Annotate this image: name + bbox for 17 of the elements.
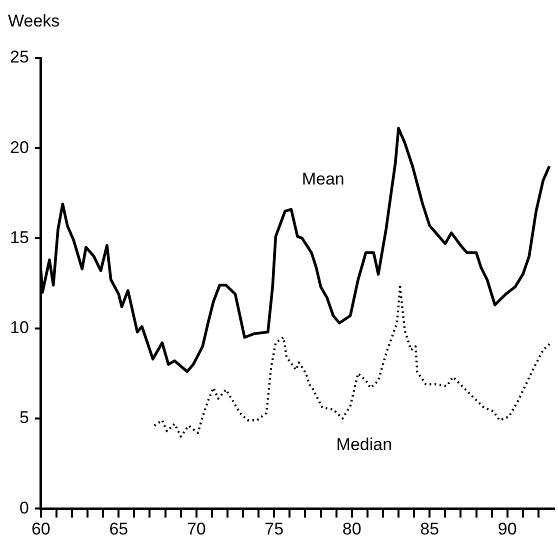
y-tick-label: 0	[19, 498, 29, 518]
x-tick-label: 85	[420, 519, 440, 538]
y-tick-label: 15	[10, 228, 29, 247]
y-axis-title: Weeks	[8, 12, 60, 31]
x-tick-label: 60	[31, 519, 50, 538]
x-tick-label: 80	[342, 519, 362, 538]
series-label: Mean	[302, 169, 344, 188]
x-tick-label: 90	[498, 519, 517, 538]
y-tick-label: 25	[10, 48, 29, 67]
x-tick-label: 75	[264, 519, 284, 538]
y-tick-label: 20	[10, 138, 29, 157]
y-tick-label: 5	[19, 408, 29, 428]
series-label: Median	[336, 435, 392, 454]
line-series	[153, 286, 552, 438]
x-tick-label: 70	[186, 519, 206, 538]
y-tick-label: 10	[10, 318, 29, 338]
x-tick-label: 65	[109, 519, 128, 538]
